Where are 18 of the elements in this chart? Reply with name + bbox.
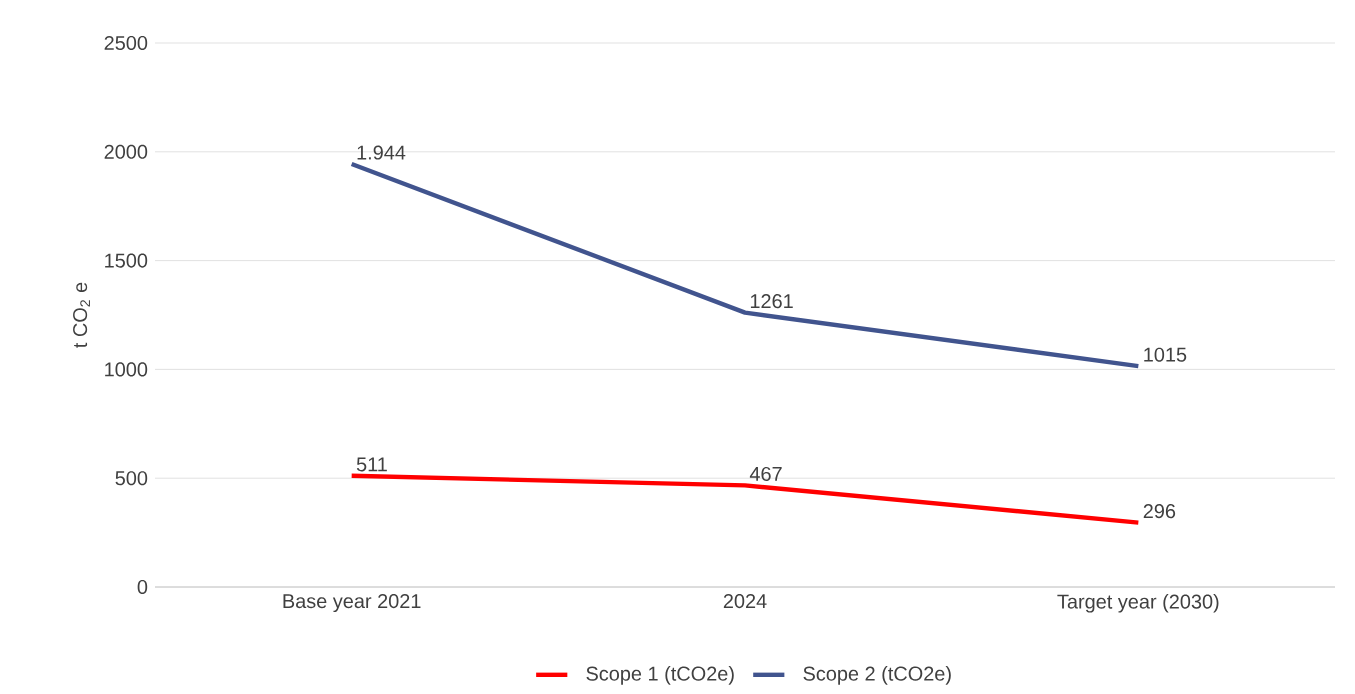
data-label: 511: [356, 457, 387, 472]
data-label: 1015: [1144, 347, 1187, 362]
y-tick-label: 1500: [105, 253, 148, 268]
data-label: 1261: [750, 294, 793, 309]
y-axis-title: t CO$_{2}$ e: [73, 282, 90, 348]
y-tick-label: 2000: [104, 144, 148, 159]
data-label: 296: [1143, 504, 1176, 519]
x-tick-label: Target year (2030): [1057, 594, 1219, 613]
y-tick-label: 1000: [105, 362, 148, 377]
x-tick-label: 2024: [723, 594, 767, 609]
y-tick-label: 0: [137, 579, 148, 595]
data-label: 467: [749, 466, 782, 481]
legend-label: Scope 2 (tCO2e): [803, 666, 951, 685]
y-tick-label: 500: [115, 471, 148, 486]
legend-label: Scope 1 (tCO2e): [586, 666, 734, 685]
data-label: 1.944: [357, 145, 406, 160]
x-tick-label: Base year 2021: [283, 594, 421, 613]
y-tick-label: 2500: [104, 35, 148, 51]
